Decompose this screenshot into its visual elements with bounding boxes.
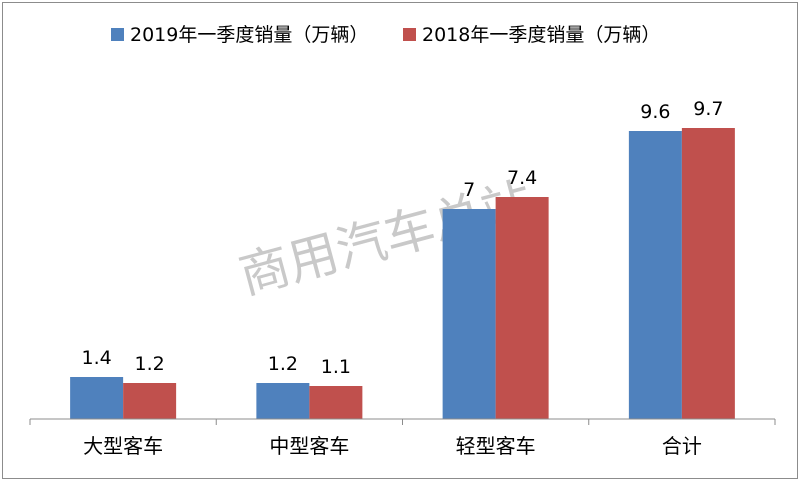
- bar-2019-1: [256, 383, 310, 419]
- value-labels-group: 1.4 1.2 1.2 1.1 7 7.4 9.6 9.7: [82, 98, 724, 378]
- legend-swatch-2018: [403, 28, 416, 41]
- category-label-1: 中型客车: [269, 434, 349, 458]
- legend-label-2018: 2018年一季度销量（万辆）: [422, 24, 660, 46]
- legend-swatch-2019: [111, 28, 124, 41]
- bar-2018-2: [495, 197, 549, 419]
- value-label-2019-3: 9.6: [640, 101, 670, 123]
- x-axis-ticks: [29, 419, 776, 425]
- value-label-2018-1: 1.1: [321, 356, 351, 378]
- category-label-2: 轻型客车: [456, 434, 536, 458]
- value-label-2018-3: 9.7: [693, 98, 723, 120]
- bar-2018-1: [309, 386, 363, 419]
- value-label-2019-0: 1.4: [82, 347, 112, 369]
- value-label-2019-2: 7: [463, 179, 475, 201]
- bar-2019-0: [70, 377, 124, 419]
- value-label-2018-0: 1.2: [135, 353, 165, 375]
- bar-2019-2: [442, 209, 496, 419]
- category-label-0: 大型客车: [83, 434, 163, 458]
- bar-2018-0: [123, 383, 177, 419]
- bars-group: [70, 128, 735, 419]
- value-label-2018-2: 7.4: [507, 167, 537, 189]
- category-labels-group: 大型客车 中型客车 轻型客车 合计: [83, 434, 702, 458]
- legend: 2019年一季度销量（万辆） 2018年一季度销量（万辆）: [111, 24, 660, 46]
- legend-label-2019: 2019年一季度销量（万辆）: [130, 24, 368, 46]
- bar-2018-3: [681, 128, 735, 419]
- bar-2019-3: [628, 131, 682, 419]
- category-label-3: 合计: [662, 434, 702, 458]
- value-label-2019-1: 1.2: [268, 353, 298, 375]
